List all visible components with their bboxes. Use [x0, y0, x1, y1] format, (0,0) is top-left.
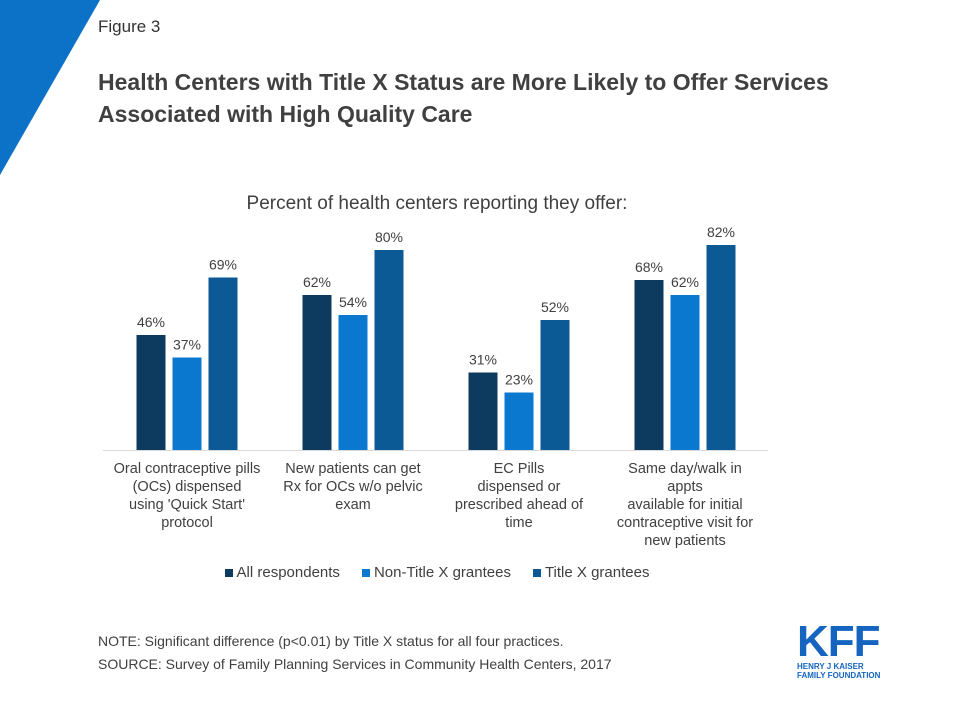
legend-item-all-respondents: All respondents — [224, 564, 340, 581]
data-label-3-series-2: 23% — [505, 372, 533, 388]
bar-1-series-2 — [172, 357, 202, 450]
legend: All respondents Non-Title X grantees Tit… — [0, 564, 874, 581]
data-label-1-series-1: 46% — [137, 314, 165, 330]
legend-item-title-x: Title X grantees — [532, 564, 650, 581]
bar-2-series-3 — [374, 250, 404, 450]
bar-4-series-2 — [670, 295, 700, 450]
data-label-4-series-3: 82% — [707, 224, 735, 240]
kff-logo: KFF HENRY J KAISER FAMILY FOUNDATION — [797, 617, 887, 681]
legend-item-non-title-x: Non-Title X grantees — [361, 564, 511, 581]
legend-label-non-title-x: Non-Title X grantees — [373, 564, 511, 581]
legend-swatch-non-title-x — [361, 568, 370, 577]
category-label-1: Oral contraceptive pills (OCs) dispensed… — [113, 461, 261, 531]
data-label-2-series-2: 54% — [339, 294, 367, 310]
legend-swatch-title-x — [532, 568, 541, 577]
data-label-2-series-1: 62% — [303, 274, 331, 290]
data-label-3-series-3: 52% — [541, 299, 569, 315]
logo-line-2: FAMILY FOUNDATION — [797, 671, 881, 680]
footnote: NOTE: Significant difference (p<0.01) by… — [98, 633, 564, 649]
bar-3-series-2 — [504, 392, 534, 450]
data-label-1-series-3: 69% — [209, 257, 237, 273]
legend-label-title-x: Title X grantees — [544, 564, 650, 581]
data-label-2-series-3: 80% — [375, 229, 403, 245]
bar-2-series-1 — [302, 295, 332, 450]
corner-accent — [0, 0, 100, 175]
category-label-3: EC Pills dispensed or prescribed ahead o… — [454, 461, 584, 531]
data-label-1-series-2: 37% — [173, 337, 201, 353]
data-label-4-series-2: 62% — [671, 274, 699, 290]
bar-1-series-1 — [136, 335, 166, 450]
chart-subtitle: Percent of health centers reporting they… — [246, 193, 628, 214]
bar-3-series-1 — [468, 372, 498, 450]
chart-title: Health Centers with Title X Status are M… — [98, 69, 829, 127]
bar-3-series-3 — [540, 320, 570, 450]
figure-label: Figure 3 — [98, 17, 161, 36]
source-note: SOURCE: Survey of Family Planning Servic… — [98, 656, 612, 672]
bar-4-series-1 — [634, 280, 664, 450]
category-label-2: New patients can get Rx for OCs w/o pelv… — [283, 461, 423, 513]
data-label-3-series-1: 31% — [469, 352, 497, 368]
bar-4-series-3 — [706, 245, 736, 450]
bar-2-series-2 — [338, 315, 368, 450]
category-label-4: Same day/walk in appts available for ini… — [616, 461, 754, 549]
legend-label-all-respondents: All respondents — [236, 564, 340, 581]
bar-1-series-3 — [208, 277, 238, 450]
logo-line-1: HENRY J KAISER — [797, 662, 864, 671]
legend-swatch-all-respondents — [224, 568, 233, 577]
data-label-4-series-1: 68% — [635, 259, 663, 275]
logo-mark: KFF — [797, 617, 881, 666]
